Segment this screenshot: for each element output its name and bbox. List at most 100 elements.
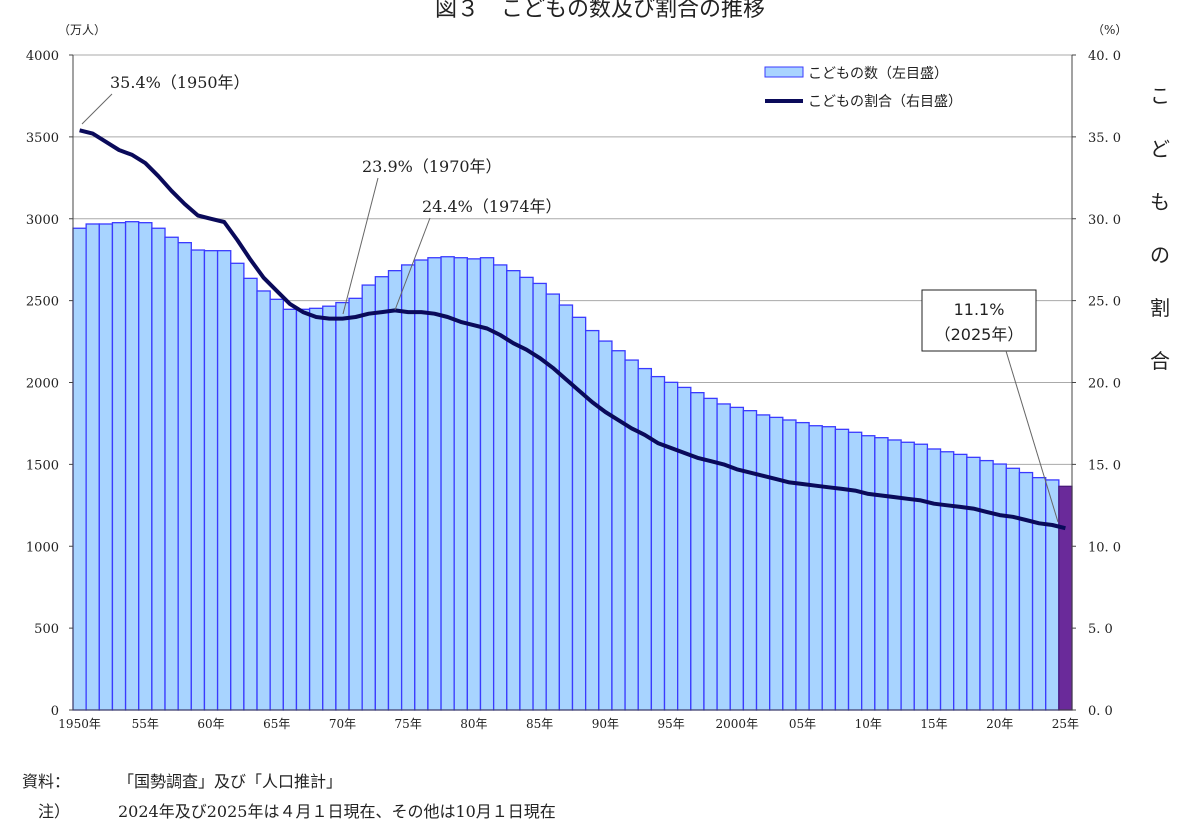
bar-1976 [414, 259, 429, 711]
legend-bar-swatch [764, 66, 804, 78]
bar-2024 [1045, 479, 1060, 711]
left-tick-label: 1500 [26, 458, 59, 473]
bar-1972 [361, 284, 376, 711]
right-axis-unit: （%） [1092, 23, 1127, 37]
bar-1975 [400, 264, 416, 711]
bar-2000 [729, 406, 745, 711]
bar-2012 [887, 439, 902, 711]
right-tick-label: 0. 0 [1088, 704, 1113, 719]
bar-1960 [203, 250, 219, 711]
annotation-1970: 23.9%（1970年） [362, 157, 502, 176]
bar-1967 [295, 308, 311, 711]
bar-2007 [821, 426, 837, 711]
bar-1979 [453, 257, 468, 711]
bar-2010 [861, 435, 876, 711]
right-tick-label: 30. 0 [1088, 213, 1121, 228]
bar-2016 [939, 451, 955, 711]
bar-1993 [637, 367, 653, 711]
bar-2002 [755, 414, 771, 711]
left-tick-label: 4000 [26, 49, 59, 64]
bar-2001 [742, 410, 758, 711]
bar-1973 [374, 276, 390, 711]
right-tick-label: 15. 0 [1088, 458, 1121, 473]
bar-1957 [164, 236, 179, 711]
x-tick-label: 15年 [920, 717, 947, 731]
bar-1966 [282, 308, 298, 711]
annotation-arrow-1970 [342, 177, 379, 315]
annotation-box-2025 [921, 289, 1037, 352]
legend-line-label: こどもの割合（右目盛） [808, 93, 962, 110]
left-tick-label: 1000 [26, 540, 59, 555]
bar-1963 [243, 277, 258, 711]
source-text: 「国勢調査」及び「人口推計」 [118, 772, 343, 791]
bar-1996 [677, 386, 692, 711]
x-tick-label: 25年 [1052, 717, 1079, 731]
x-tick-label: 80年 [460, 717, 487, 731]
right-tick-label: 20. 0 [1088, 377, 1121, 392]
left-axis-unit: （万人） [58, 23, 106, 37]
bar-1962 [230, 262, 245, 711]
bar-1995 [663, 381, 679, 711]
annotation-arrow-1974 [394, 217, 431, 311]
note-label: 注） [38, 802, 71, 821]
bar-1965 [269, 298, 284, 711]
legend-bar-label: こどもの数（左目盛） [808, 66, 948, 82]
bar-1954 [124, 221, 140, 711]
bar-1955 [138, 222, 153, 711]
bar-1961 [216, 250, 232, 711]
right-axis-title-char: 割 [1150, 296, 1170, 320]
bar-1986 [545, 293, 561, 711]
annotations: 35.4%（1950年） 23.9%（1970年） 24.4%（1974年） 1… [81, 73, 1059, 523]
x-tick-label: 65年 [263, 717, 290, 731]
bar-2025 [1058, 485, 1073, 711]
x-tick-label: 75年 [395, 717, 422, 731]
left-tick-label: 3500 [26, 131, 59, 146]
bar-1968 [308, 307, 324, 711]
bar-1987 [558, 304, 574, 711]
left-tick-label: 0 [51, 704, 59, 719]
bar-1964 [256, 290, 271, 711]
left-tick-labels: 0 500 1000 1500 2000 2500 3000 3500 4000 [26, 49, 59, 719]
bar-1985 [532, 282, 547, 711]
chart-title: 図３ こどもの数及び割合の推移 [435, 0, 765, 22]
bar-1970 [335, 301, 350, 711]
bar-1992 [624, 359, 639, 711]
x-tick-label: 90年 [592, 717, 619, 731]
bar-1988 [571, 316, 587, 711]
bar-1977 [427, 257, 442, 711]
bar-1983 [506, 270, 521, 711]
bar-2018 [966, 456, 981, 711]
right-tick-label: 35. 0 [1088, 131, 1121, 146]
bar-2015 [926, 448, 942, 711]
bar-1950 [72, 227, 87, 711]
x-tick-label: 95年 [657, 717, 684, 731]
x-tick-labels: 1950年 55年 60年 65年 70年 75年 80年 85年 90年 95年 2000年 05年… [58, 717, 1079, 731]
bar-1959 [190, 249, 206, 711]
x-tick-label: 2000年 [716, 717, 759, 731]
annotation-1950: 35.4%（1950年） [110, 73, 250, 92]
right-axis-title-char: こ [1150, 84, 1170, 108]
right-axis-title: こどもの割合 [1150, 84, 1170, 373]
bar-2014 [913, 443, 929, 711]
bar-1990 [598, 340, 613, 711]
x-tick-label: 85年 [526, 717, 553, 731]
bar-1978 [440, 256, 455, 711]
bar-2017 [953, 453, 968, 711]
left-tick-label: 2500 [26, 295, 59, 310]
bar-1989 [584, 329, 600, 711]
bar-2003 [769, 416, 784, 711]
bar-1951 [85, 223, 100, 711]
right-axis-title-char: の [1150, 243, 1170, 267]
bar-2004 [782, 419, 797, 711]
x-tick-label: 10年 [855, 717, 882, 731]
bar-2019 [979, 459, 994, 711]
bar-2013 [900, 441, 915, 711]
bar-2005 [795, 421, 810, 711]
bar-1971 [348, 297, 363, 711]
annotation-arrow-2025 [1005, 350, 1059, 523]
source-label: 資料： [22, 772, 71, 791]
left-tick-label: 500 [34, 622, 59, 637]
bar-2011 [874, 437, 889, 711]
legend: こどもの数（左目盛） こどもの割合（右目盛） [764, 66, 962, 110]
